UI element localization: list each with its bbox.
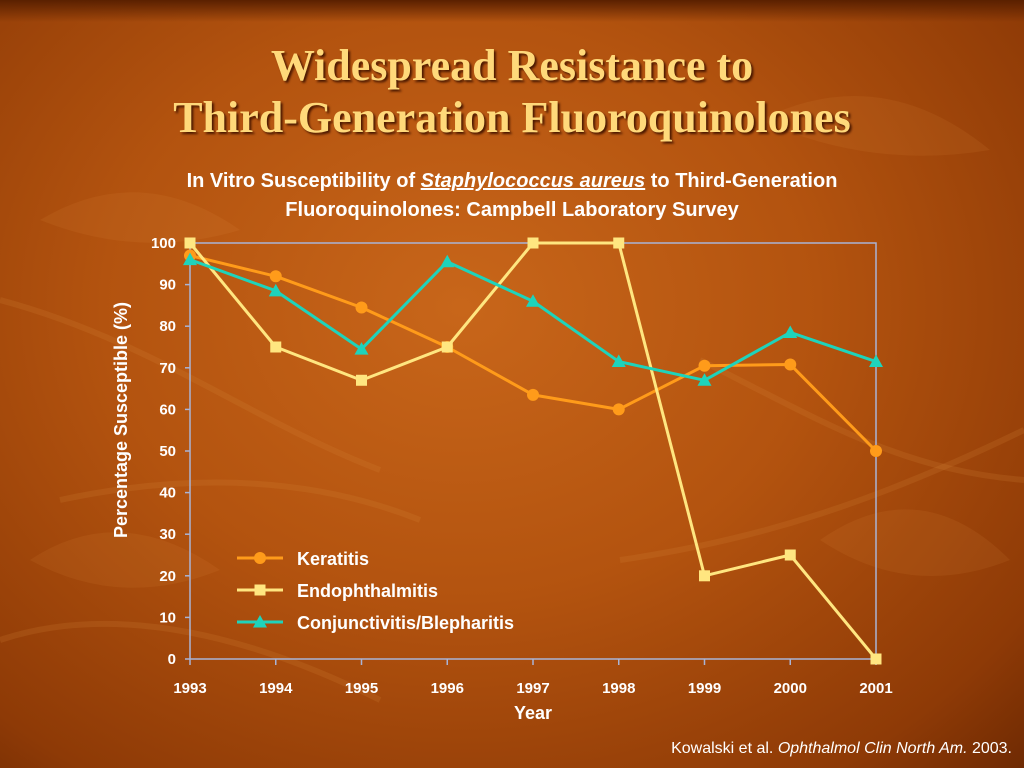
subtitle-suffix: to Third-Generation (645, 170, 838, 192)
data-point-endophthalmitis (441, 341, 453, 353)
series-endophthalmitis (184, 237, 882, 665)
chart-subtitle: In Vitro Susceptibility of Staphylococcu… (0, 167, 1024, 225)
data-point-endophthalmitis (699, 570, 710, 582)
data-point-endophthalmitis (870, 653, 882, 665)
x-tick-label: 1997 (516, 680, 549, 697)
data-point-endophthalmitis (270, 341, 282, 353)
data-point-conjunctivitis-blepharitis (354, 342, 369, 355)
subtitle-organism: Staphylococcus aureus (420, 170, 646, 192)
data-point-conjunctivitis-blepharitis (611, 354, 626, 368)
legend-swatch-marker (254, 584, 266, 596)
x-tick-label: 1999 (688, 680, 721, 697)
legend-swatch-marker (254, 552, 266, 564)
y-tick-label: 100 (151, 235, 176, 252)
legend-label: Endophthalmitis (297, 581, 438, 601)
data-point-endophthalmitis (527, 237, 539, 249)
citation-journal: Ophthalmol Clin North Am. (777, 740, 968, 757)
citation-year: 2003. (967, 740, 1012, 757)
data-point-conjunctivitis-blepharitis (869, 354, 883, 368)
x-axis-label: Year (514, 703, 552, 723)
title-line-1: Widespread Resistance to (270, 41, 754, 90)
data-point-conjunctivitis-blepharitis (183, 252, 197, 266)
x-tick-label: 1994 (259, 680, 293, 697)
data-point-keratitis (269, 270, 282, 283)
data-point-conjunctivitis-blepharitis (440, 254, 455, 268)
y-tick-label: 50 (159, 443, 176, 460)
subtitle-line-1: In Vitro Susceptibility of Staphylococcu… (0, 167, 1024, 196)
y-tick-label: 10 (159, 609, 176, 626)
x-tick-label: 1993 (173, 680, 206, 697)
legend-label: Conjunctivitis/Blepharitis (297, 613, 514, 633)
data-point-keratitis (698, 359, 711, 372)
legend-item-keratitis: Keratitis (237, 549, 369, 569)
data-point-keratitis (355, 301, 368, 314)
data-point-conjunctivitis-blepharitis (783, 325, 798, 338)
data-point-conjunctivitis-blepharitis (697, 373, 712, 386)
data-point-keratitis (612, 403, 625, 416)
x-tick-label: 2001 (859, 680, 892, 697)
x-tick-label: 1996 (431, 680, 464, 697)
citation: Kowalski et al. Ophthalmol Clin North Am… (671, 740, 1012, 758)
data-point-endophthalmitis (784, 549, 796, 561)
data-point-keratitis (527, 388, 539, 401)
subtitle-prefix: In Vitro Susceptibility of (186, 170, 421, 192)
x-tick-label: 2000 (774, 680, 807, 697)
title-line-2: Third-Generation Fluoroquinolones (173, 93, 851, 142)
y-tick-label: 0 (168, 651, 176, 668)
y-axis-ticks: 0 10 20 30 40 50 60 70 80 90 100 (151, 235, 190, 668)
data-point-endophthalmitis (613, 237, 625, 249)
y-tick-label: 20 (159, 568, 176, 585)
x-tick-label: 1995 (345, 680, 378, 697)
subtitle-line-2: Fluoroquinolones: Campbell Laboratory Su… (285, 199, 739, 221)
series-line-conjunctivitis-blepharitis (189, 258, 877, 382)
slide-title: Widespread Resistance to Third-Generatio… (0, 40, 1024, 144)
y-axis-label: Percentage Susceptible (%) (111, 302, 131, 538)
legend-swatch-marker (253, 615, 267, 628)
legend-item-conjunctivitis-blepharitis: Conjunctivitis/Blepharitis (237, 613, 514, 633)
x-axis-ticks: 1993 1994 1995 1996 1997 1998 1999 2000 2001 (173, 659, 893, 697)
y-tick-label: 90 (159, 277, 176, 294)
x-tick-label: 1998 (602, 680, 635, 697)
legend-label: Keratitis (297, 549, 369, 569)
top-band (0, 0, 1024, 22)
series-layer (183, 237, 883, 665)
data-point-keratitis (784, 358, 797, 371)
y-tick-label: 80 (159, 318, 176, 335)
y-tick-label: 60 (159, 401, 176, 418)
legend: Keratitis Endophthalmitis Conjunctivitis/B… (237, 549, 514, 633)
legend-item-endophthalmitis: Endophthalmitis (237, 581, 438, 601)
series-conjunctivitis-blepharitis (183, 252, 883, 386)
y-tick-label: 30 (159, 526, 176, 543)
data-point-conjunctivitis-blepharitis (526, 294, 540, 307)
y-tick-label: 40 (159, 485, 176, 502)
data-point-conjunctivitis-blepharitis (268, 283, 283, 297)
y-tick-label: 70 (159, 360, 176, 377)
data-point-endophthalmitis (184, 237, 196, 249)
data-point-endophthalmitis (356, 374, 367, 386)
data-point-keratitis (870, 445, 882, 457)
citation-authors: Kowalski et al. (671, 740, 778, 757)
